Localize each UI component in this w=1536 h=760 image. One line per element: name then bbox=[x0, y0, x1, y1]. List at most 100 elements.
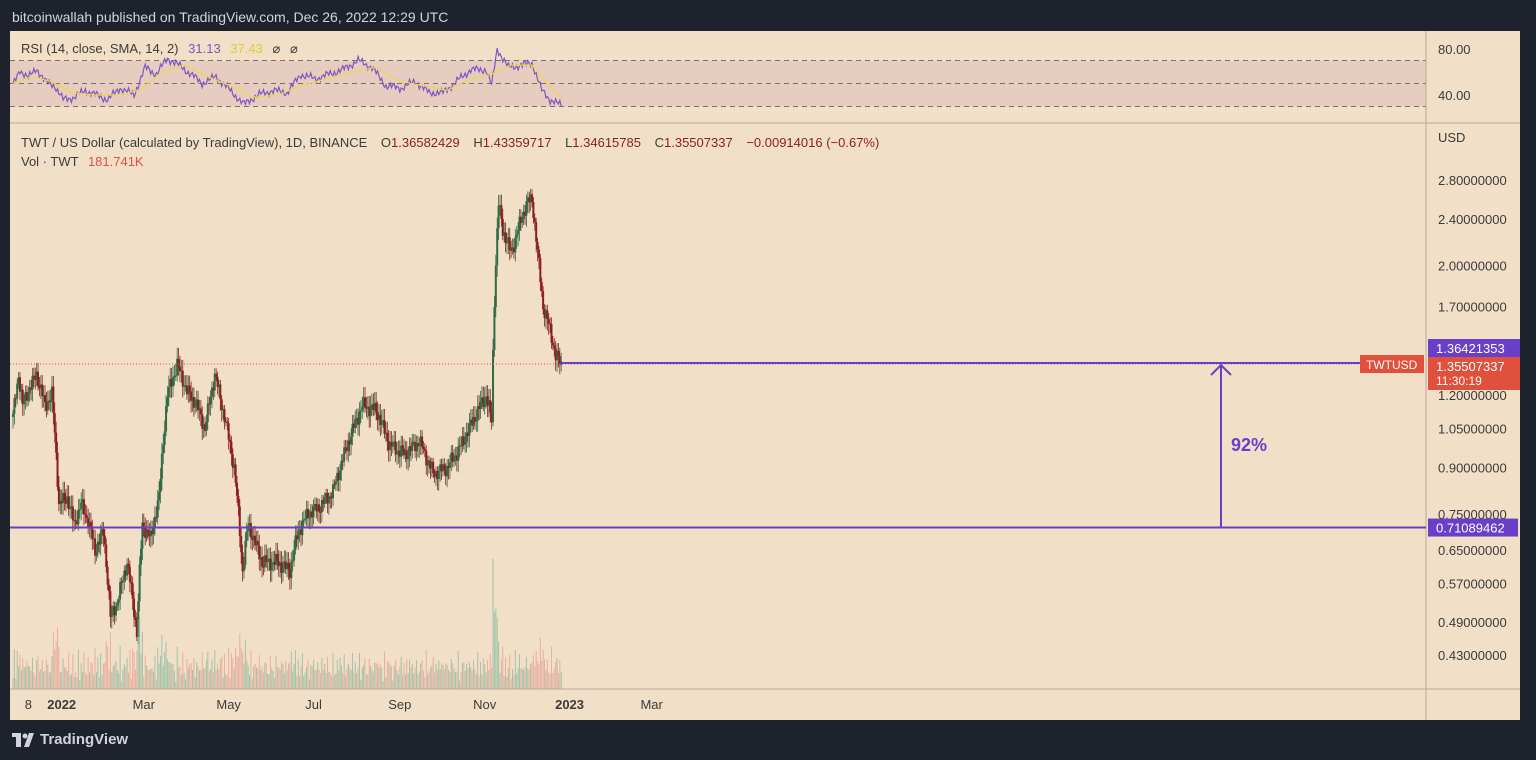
candle bbox=[241, 544, 244, 689]
volume-bar bbox=[104, 662, 106, 689]
candle-body bbox=[354, 419, 357, 428]
candle bbox=[149, 520, 152, 689]
volume-bar bbox=[420, 663, 422, 689]
time-tick-label: 8 bbox=[25, 697, 32, 712]
time-axis[interactable]: 8 2022 Mar May Jul Sep Nov 2023 Mar bbox=[10, 688, 1520, 712]
candle-body bbox=[369, 406, 372, 417]
candle bbox=[124, 565, 127, 689]
candle bbox=[305, 500, 308, 689]
candle bbox=[334, 476, 337, 689]
volume-bar bbox=[66, 671, 68, 689]
time-tick-label: Jul bbox=[305, 697, 322, 712]
volume-bar bbox=[168, 661, 170, 689]
candle bbox=[13, 394, 16, 689]
volume-bar bbox=[201, 651, 203, 689]
candle-body bbox=[254, 535, 257, 546]
candle bbox=[409, 437, 412, 689]
candle-body bbox=[468, 423, 471, 437]
volume-bar bbox=[552, 672, 554, 689]
volume-bar bbox=[159, 655, 161, 689]
candle-body bbox=[42, 395, 45, 397]
candle-body bbox=[405, 450, 408, 460]
volume-bar bbox=[191, 669, 193, 689]
candle bbox=[304, 510, 307, 689]
volume-bar bbox=[481, 674, 483, 689]
candle-body bbox=[155, 516, 158, 518]
candle bbox=[542, 286, 545, 689]
candle bbox=[298, 520, 301, 689]
volume-bar bbox=[158, 663, 160, 689]
tradingview-logo[interactable]: TradingView bbox=[12, 731, 128, 748]
volume-bar bbox=[315, 669, 317, 689]
candle bbox=[274, 542, 277, 689]
volume-bar bbox=[509, 654, 511, 689]
candle bbox=[429, 457, 432, 689]
candle bbox=[549, 317, 552, 689]
candle-body bbox=[53, 413, 56, 433]
candle-body bbox=[338, 470, 341, 481]
candle-body bbox=[85, 515, 88, 519]
volume-bar bbox=[118, 673, 120, 689]
candle-body bbox=[530, 194, 533, 203]
candle bbox=[273, 550, 276, 689]
candle-body bbox=[436, 470, 439, 479]
candle-body bbox=[322, 499, 325, 504]
candle bbox=[62, 481, 65, 689]
volume-bar bbox=[155, 679, 157, 689]
volume-bar bbox=[112, 666, 114, 689]
candle bbox=[325, 488, 328, 689]
candle bbox=[543, 304, 546, 689]
volume-bar bbox=[544, 659, 546, 689]
candle bbox=[426, 455, 429, 689]
volume-bar bbox=[27, 665, 29, 689]
current-price-tag-bg bbox=[1428, 339, 1520, 358]
candle bbox=[332, 479, 335, 689]
volume-bar bbox=[467, 668, 469, 689]
candle-body bbox=[197, 399, 200, 411]
volume-bar bbox=[83, 652, 85, 689]
volume-bar bbox=[353, 671, 355, 689]
candle bbox=[281, 555, 284, 689]
candle bbox=[350, 428, 353, 689]
close-label: C bbox=[655, 135, 664, 150]
candle bbox=[283, 550, 286, 689]
chart-svg[interactable]: 80.00 40.00 2.80000000 2.40000000 2.00000000… bbox=[10, 31, 1520, 720]
candle-body bbox=[373, 402, 376, 411]
volume-bar bbox=[18, 665, 20, 689]
candle bbox=[404, 440, 407, 689]
candle-body bbox=[525, 201, 528, 216]
candle-body bbox=[198, 408, 201, 411]
volume-bar bbox=[239, 633, 241, 689]
volume-bar bbox=[409, 659, 411, 689]
price-tick-label: 1.20000000 bbox=[1438, 388, 1507, 403]
candle-body bbox=[458, 445, 461, 447]
candle bbox=[95, 543, 98, 689]
candle bbox=[418, 437, 421, 689]
candle-body bbox=[362, 397, 365, 407]
candle-body bbox=[515, 234, 518, 238]
candle bbox=[319, 506, 322, 689]
candle-body bbox=[524, 211, 527, 216]
candle-body bbox=[123, 570, 126, 581]
candle bbox=[550, 317, 553, 689]
volume-bar bbox=[223, 654, 225, 689]
chart-area[interactable]: 80.00 40.00 2.80000000 2.40000000 2.00000000… bbox=[10, 31, 1520, 720]
candle bbox=[415, 435, 418, 689]
volume-bar bbox=[136, 650, 138, 689]
volume-bar bbox=[242, 651, 244, 689]
volume-bar bbox=[297, 659, 299, 689]
candle bbox=[52, 375, 55, 689]
candle bbox=[487, 389, 490, 689]
price-axis[interactable]: 80.00 40.00 2.80000000 2.40000000 2.00000000… bbox=[1425, 31, 1507, 720]
candle bbox=[320, 494, 323, 689]
volume-bar bbox=[375, 662, 377, 689]
candle bbox=[557, 342, 560, 689]
volume-bar bbox=[407, 673, 409, 689]
candle-body bbox=[419, 436, 422, 445]
volume-bar bbox=[318, 669, 320, 689]
volume-bar bbox=[517, 668, 519, 689]
rsi-title: RSI (14, close, SMA, 14, 2) bbox=[21, 41, 179, 56]
candle-body bbox=[333, 484, 336, 486]
candle-body bbox=[69, 506, 72, 510]
candle-body bbox=[423, 448, 426, 451]
